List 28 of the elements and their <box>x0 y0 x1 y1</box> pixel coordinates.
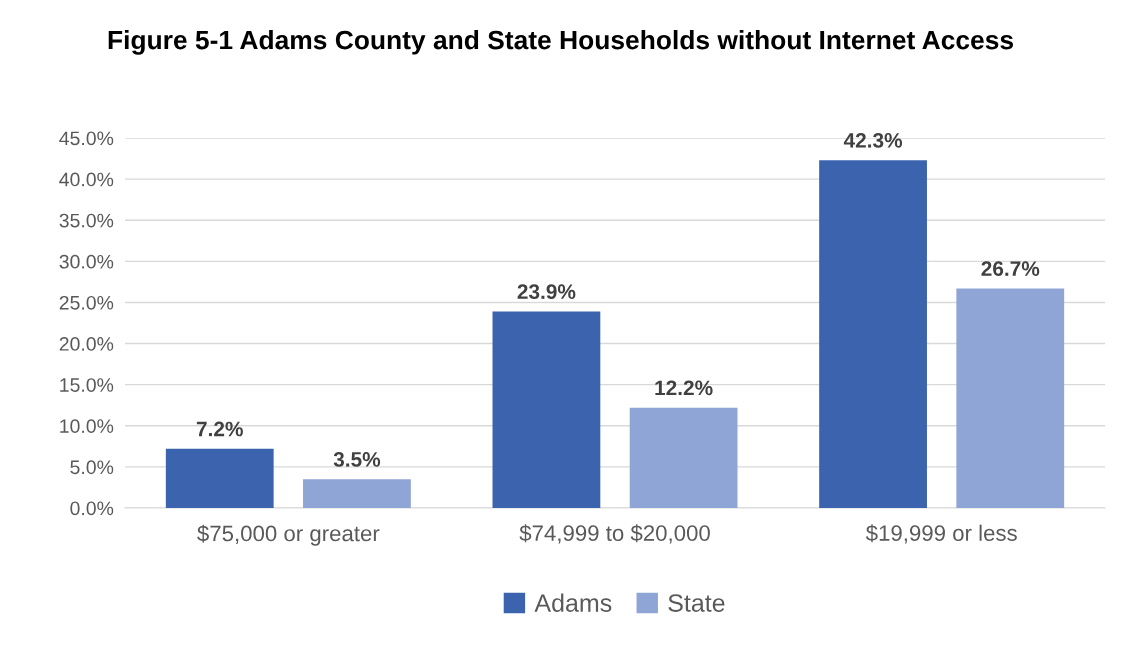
data-label: 3.5% <box>333 452 381 467</box>
y-tick-label: 25.0% <box>59 295 114 310</box>
bar <box>492 311 601 508</box>
y-tick-label: 15.0% <box>60 378 114 392</box>
y-tick-label: 0.0% <box>70 501 114 516</box>
data-label: 12.2% <box>655 380 713 396</box>
data-label: 42.3% <box>843 133 903 148</box>
bar <box>165 448 274 508</box>
chart-title: Figure 5-1 Adams County and State Households without Internet Access <box>108 30 1014 55</box>
y-tick-label: 5.0% <box>70 460 114 475</box>
bar <box>956 288 1065 508</box>
y-tick-label: 10.0% <box>60 419 114 434</box>
data-label: 23.9% <box>517 284 576 300</box>
x-tick-label: $19,999 or less <box>865 524 1017 544</box>
y-tick-label: 35.0% <box>59 213 114 228</box>
x-tick-label: $75,000 or greater <box>197 524 380 546</box>
legend-label: State <box>668 594 725 612</box>
data-label: 7.2% <box>196 421 243 437</box>
bar <box>819 160 927 508</box>
x-tick-label: $74,999 to $20,000 <box>519 524 710 544</box>
legend-label: Adams <box>534 593 612 612</box>
bar <box>629 407 738 508</box>
y-tick-label: 30.0% <box>59 254 114 269</box>
data-label: 26.7% <box>981 261 1040 277</box>
y-tick-label: 45.0% <box>59 131 114 146</box>
y-tick-label: 20.0% <box>59 337 114 351</box>
bar <box>303 479 411 508</box>
y-tick-label: 40.0% <box>59 172 114 187</box>
